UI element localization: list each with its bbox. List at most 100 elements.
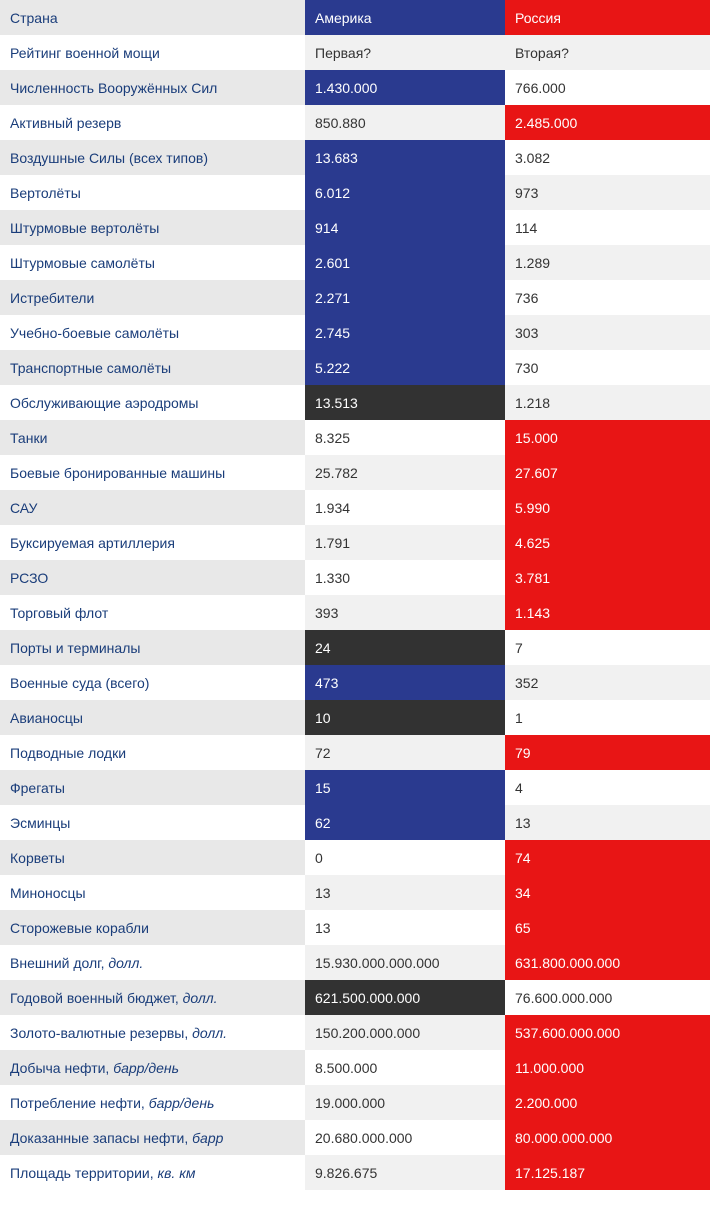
table-row: Фрегаты154 (0, 770, 710, 805)
table-row: Годовой военный бюджет, долл.621.500.000… (0, 980, 710, 1015)
table-row: Доказанные запасы нефти, барр20.680.000.… (0, 1120, 710, 1155)
table-row: Миноносцы1334 (0, 875, 710, 910)
table-row: Подводные лодки7279 (0, 735, 710, 770)
row-label: Добыча нефти, барр/день (0, 1050, 305, 1085)
row-usa-value: 20.680.000.000 (305, 1120, 505, 1155)
row-usa-value: 150.200.000.000 (305, 1015, 505, 1050)
row-rus-value: 3.781 (505, 560, 710, 595)
header-rus: Россия (505, 0, 710, 35)
row-usa-value: 8.325 (305, 420, 505, 455)
row-label: Эсминцы (0, 805, 305, 840)
table-row: Учебно-боевые самолёты2.745303 (0, 315, 710, 350)
row-label: Транспортные самолёты (0, 350, 305, 385)
table-row: Воздушные Силы (всех типов)13.6833.082 (0, 140, 710, 175)
row-label: Площадь территории, кв. км (0, 1155, 305, 1190)
row-rus-value: 80.000.000.000 (505, 1120, 710, 1155)
row-rus-value: 303 (505, 315, 710, 350)
row-rus-value: 1.143 (505, 595, 710, 630)
row-rus-value: 2.485.000 (505, 105, 710, 140)
row-label: Корветы (0, 840, 305, 875)
row-rus-value: 15.000 (505, 420, 710, 455)
row-rus-value: 2.200.000 (505, 1085, 710, 1120)
row-label: Танки (0, 420, 305, 455)
row-label: Воздушные Силы (всех типов) (0, 140, 305, 175)
row-usa-value: 2.601 (305, 245, 505, 280)
row-usa-value: 13.683 (305, 140, 505, 175)
row-usa-value: 1.791 (305, 525, 505, 560)
row-rus-value: 79 (505, 735, 710, 770)
table-row: Транспортные самолёты5.222730 (0, 350, 710, 385)
row-label: Боевые бронированные машины (0, 455, 305, 490)
row-label: Годовой военный бюджет, долл. (0, 980, 305, 1015)
row-label: Штурмовые вертолёты (0, 210, 305, 245)
row-rus-value: 13 (505, 805, 710, 840)
row-label: Активный резерв (0, 105, 305, 140)
row-usa-value: 5.222 (305, 350, 505, 385)
comparison-table: Страна Америка Россия Рейтинг военной мо… (0, 0, 710, 1190)
table-row: САУ1.9345.990 (0, 490, 710, 525)
row-rus-value: 4 (505, 770, 710, 805)
row-usa-value: 393 (305, 595, 505, 630)
row-rus-value: 766.000 (505, 70, 710, 105)
row-label: Обслуживающие аэродромы (0, 385, 305, 420)
table-row: РСЗО1.3303.781 (0, 560, 710, 595)
table-row: Авианосцы101 (0, 700, 710, 735)
row-rus-value: 5.990 (505, 490, 710, 525)
table-row: Численность Вооружённых Сил1.430.000766.… (0, 70, 710, 105)
table-row: Боевые бронированные машины25.78227.607 (0, 455, 710, 490)
row-label: Военные суда (всего) (0, 665, 305, 700)
row-label: Потребление нефти, барр/день (0, 1085, 305, 1120)
row-label: Подводные лодки (0, 735, 305, 770)
row-rus-value: 76.600.000.000 (505, 980, 710, 1015)
header-label: Страна (0, 0, 305, 35)
row-label: САУ (0, 490, 305, 525)
row-label: Буксируемая артиллерия (0, 525, 305, 560)
table-header-row: Страна Америка Россия (0, 0, 710, 35)
row-usa-value: 8.500.000 (305, 1050, 505, 1085)
row-usa-value: 13 (305, 875, 505, 910)
row-label: Торговый флот (0, 595, 305, 630)
row-usa-value: 72 (305, 735, 505, 770)
table-row: Золото-валютные резервы, долл.150.200.00… (0, 1015, 710, 1050)
row-usa-value: Первая? (305, 35, 505, 70)
row-rus-value: 631.800.000.000 (505, 945, 710, 980)
table-row: Внешний долг, долл.15.930.000.000.000631… (0, 945, 710, 980)
row-label: Рейтинг военной мощи (0, 35, 305, 70)
row-usa-value: 62 (305, 805, 505, 840)
row-rus-value: 3.082 (505, 140, 710, 175)
row-usa-value: 19.000.000 (305, 1085, 505, 1120)
row-rus-value: 730 (505, 350, 710, 385)
row-label: Истребители (0, 280, 305, 315)
row-label: Внешний долг, долл. (0, 945, 305, 980)
row-label: Вертолёты (0, 175, 305, 210)
row-usa-value: 15 (305, 770, 505, 805)
row-label: РСЗО (0, 560, 305, 595)
table-row: Потребление нефти, барр/день19.000.0002.… (0, 1085, 710, 1120)
row-label: Штурмовые самолёты (0, 245, 305, 280)
row-rus-value: 17.125.187 (505, 1155, 710, 1190)
table-row: Танки8.32515.000 (0, 420, 710, 455)
row-rus-value: 973 (505, 175, 710, 210)
row-label: Учебно-боевые самолёты (0, 315, 305, 350)
row-rus-value: 352 (505, 665, 710, 700)
row-label: Миноносцы (0, 875, 305, 910)
table-row: Обслуживающие аэродромы13.5131.218 (0, 385, 710, 420)
row-rus-value: 1.218 (505, 385, 710, 420)
row-usa-value: 6.012 (305, 175, 505, 210)
table-row: Буксируемая артиллерия1.7914.625 (0, 525, 710, 560)
row-usa-value: 621.500.000.000 (305, 980, 505, 1015)
row-label: Порты и терминалы (0, 630, 305, 665)
row-usa-value: 10 (305, 700, 505, 735)
table-row: Торговый флот3931.143 (0, 595, 710, 630)
row-usa-value: 9.826.675 (305, 1155, 505, 1190)
row-usa-value: 1.330 (305, 560, 505, 595)
row-usa-value: 25.782 (305, 455, 505, 490)
row-usa-value: 473 (305, 665, 505, 700)
table-row: Вертолёты6.012973 (0, 175, 710, 210)
row-rus-value: 4.625 (505, 525, 710, 560)
table-row: Истребители2.271736 (0, 280, 710, 315)
header-usa: Америка (305, 0, 505, 35)
row-usa-value: 24 (305, 630, 505, 665)
row-usa-value: 15.930.000.000.000 (305, 945, 505, 980)
row-label: Золото-валютные резервы, долл. (0, 1015, 305, 1050)
